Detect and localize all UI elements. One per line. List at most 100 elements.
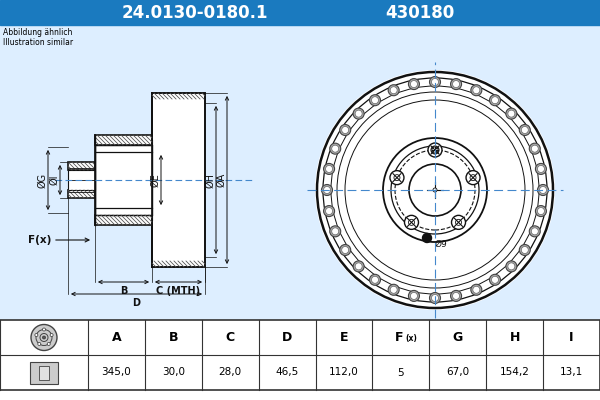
Circle shape: [388, 85, 399, 96]
Circle shape: [529, 143, 540, 154]
Circle shape: [491, 97, 499, 104]
Bar: [0, 0, 600, 25]
Text: ØA: ØA: [216, 173, 226, 187]
Circle shape: [323, 206, 335, 216]
Circle shape: [410, 80, 418, 88]
Text: 345,0: 345,0: [101, 368, 131, 378]
Circle shape: [430, 292, 440, 304]
Circle shape: [473, 87, 480, 94]
Circle shape: [452, 292, 460, 300]
Text: ØG: ØG: [37, 172, 47, 188]
Circle shape: [538, 166, 544, 172]
Bar: [0, 320, 600, 390]
Circle shape: [535, 206, 547, 216]
Text: F(x): F(x): [28, 235, 51, 245]
Text: ØI: ØI: [49, 175, 59, 185]
Text: 28,0: 28,0: [218, 368, 242, 378]
Text: 24.0130-0180.1: 24.0130-0180.1: [122, 4, 268, 22]
Circle shape: [508, 110, 515, 117]
Text: E: E: [340, 331, 348, 344]
Circle shape: [355, 110, 362, 117]
Bar: [30, 362, 58, 384]
Circle shape: [353, 261, 364, 272]
Circle shape: [491, 276, 499, 283]
Circle shape: [47, 342, 50, 346]
Circle shape: [370, 95, 380, 106]
Bar: [68, 170, 95, 190]
Text: I: I: [569, 331, 574, 344]
Circle shape: [433, 188, 437, 192]
Bar: [68, 190, 95, 198]
Circle shape: [342, 126, 349, 134]
Circle shape: [342, 246, 349, 254]
Bar: [0, 25, 600, 320]
Circle shape: [490, 95, 500, 106]
Circle shape: [323, 186, 331, 194]
Text: 430180: 430180: [385, 4, 455, 22]
Circle shape: [410, 292, 418, 300]
Circle shape: [538, 184, 548, 196]
Bar: [39, 366, 49, 380]
Text: C (MTH): C (MTH): [157, 286, 200, 296]
Circle shape: [43, 336, 46, 339]
Circle shape: [323, 164, 335, 174]
Circle shape: [409, 164, 461, 216]
Circle shape: [466, 171, 480, 185]
Text: 154,2: 154,2: [500, 368, 530, 378]
Circle shape: [315, 70, 555, 310]
Bar: [68, 162, 95, 170]
Bar: [95, 145, 152, 215]
Text: (x): (x): [405, 334, 417, 344]
Circle shape: [473, 286, 480, 293]
Circle shape: [404, 215, 418, 229]
Circle shape: [452, 80, 460, 88]
Text: G: G: [452, 331, 463, 344]
Text: 112,0: 112,0: [329, 368, 359, 378]
Circle shape: [35, 334, 38, 336]
Circle shape: [431, 146, 439, 154]
Circle shape: [332, 145, 339, 152]
Text: A: A: [112, 331, 121, 344]
Circle shape: [428, 143, 442, 157]
Circle shape: [431, 78, 439, 86]
Bar: [95, 135, 152, 145]
Circle shape: [330, 143, 341, 154]
Circle shape: [370, 274, 380, 285]
Circle shape: [31, 324, 57, 350]
Circle shape: [326, 166, 332, 172]
Circle shape: [340, 244, 351, 256]
Circle shape: [538, 208, 544, 214]
Text: 30,0: 30,0: [162, 368, 185, 378]
Text: ØH: ØH: [205, 172, 215, 188]
Circle shape: [371, 97, 379, 104]
Circle shape: [409, 290, 419, 302]
Text: 13,1: 13,1: [560, 368, 583, 378]
Circle shape: [451, 78, 461, 90]
Circle shape: [50, 334, 53, 336]
Circle shape: [36, 330, 52, 346]
Circle shape: [519, 244, 530, 256]
Circle shape: [430, 76, 440, 88]
Circle shape: [506, 108, 517, 119]
Bar: [152, 93, 205, 267]
Circle shape: [332, 228, 339, 235]
Circle shape: [390, 171, 404, 185]
Circle shape: [388, 284, 399, 295]
Circle shape: [529, 226, 540, 237]
Text: B: B: [120, 286, 127, 296]
Circle shape: [539, 186, 547, 194]
Circle shape: [38, 342, 41, 346]
Text: ØE: ØE: [150, 173, 160, 187]
Circle shape: [431, 294, 439, 302]
Circle shape: [40, 334, 48, 342]
Text: 46,5: 46,5: [275, 368, 299, 378]
Circle shape: [521, 246, 528, 254]
Circle shape: [322, 184, 332, 196]
Text: H: H: [509, 331, 520, 344]
Circle shape: [506, 261, 517, 272]
Circle shape: [451, 290, 461, 302]
Circle shape: [521, 126, 528, 134]
Circle shape: [371, 276, 379, 283]
Circle shape: [409, 78, 419, 90]
Circle shape: [390, 286, 397, 293]
